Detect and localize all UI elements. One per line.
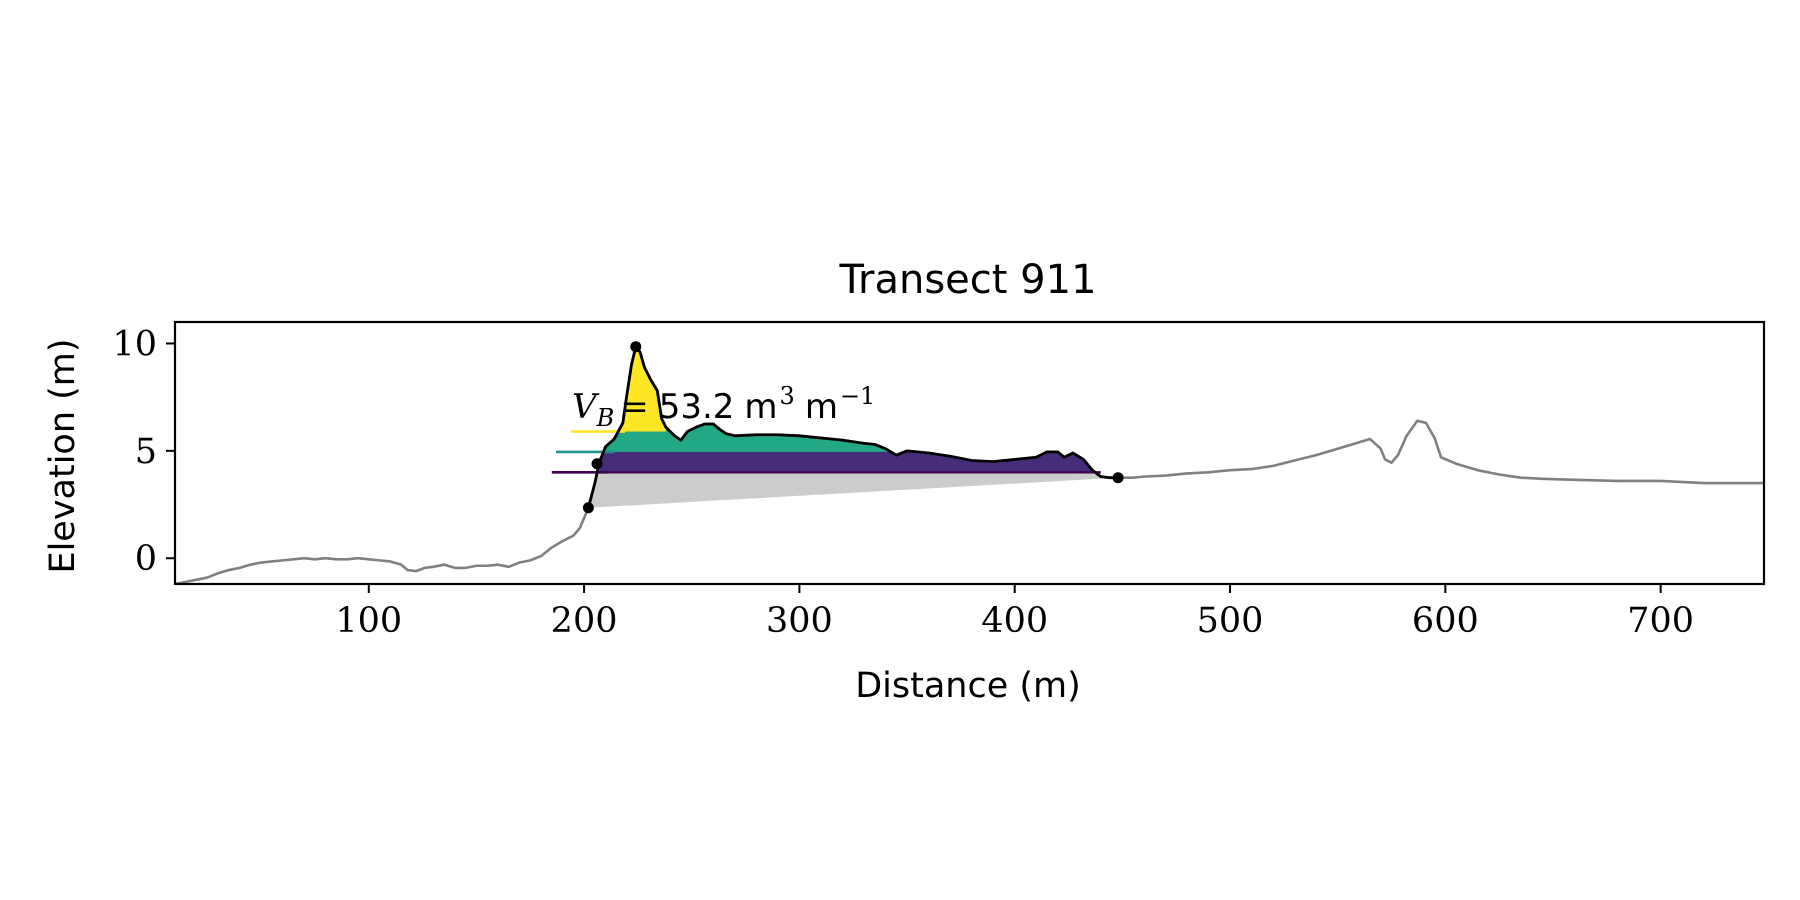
- volume-subscript: B: [596, 404, 615, 432]
- x-tick-label: 100: [335, 601, 402, 641]
- volume-unit: m: [744, 387, 777, 427]
- y-axis-label: Elevation (m): [43, 338, 83, 573]
- y-tick-label: 5: [135, 432, 157, 472]
- x-tick-label: 700: [1627, 601, 1694, 641]
- y-tick-label: 10: [112, 324, 157, 364]
- volume-unit2-exponent: −1: [840, 382, 875, 410]
- volume-unit2: m: [805, 387, 838, 427]
- x-tick-label: 200: [551, 601, 618, 641]
- chart-title: Transect 911: [838, 257, 1096, 303]
- x-axis-ticks: 100 200 300 400 500 600 700: [335, 584, 1694, 641]
- profile-marker: [582, 502, 594, 514]
- x-tick-label: 400: [981, 601, 1048, 641]
- profile-marker: [630, 341, 642, 353]
- y-tick-label: 0: [135, 539, 157, 579]
- volume-symbol: V: [572, 387, 600, 427]
- layer-fill-high: [616, 346, 666, 432]
- x-tick-label: 600: [1412, 601, 1479, 641]
- profile-marker: [1112, 472, 1124, 484]
- volume-annotation: VB = 53.2 m3 m−1: [572, 382, 875, 432]
- volume-equals: =: [620, 387, 649, 427]
- axes-frame: [173, 320, 1766, 586]
- y-axis-ticks: 0 5 10: [112, 324, 175, 579]
- x-tick-label: 500: [1197, 601, 1264, 641]
- volume-value: 53.2: [659, 387, 735, 427]
- profile-marker: [591, 458, 603, 470]
- x-tick-label: 300: [766, 601, 833, 641]
- volume-unit-exponent: 3: [780, 382, 795, 410]
- plot-area: [175, 341, 1764, 584]
- x-axis-label: Distance (m): [855, 666, 1081, 706]
